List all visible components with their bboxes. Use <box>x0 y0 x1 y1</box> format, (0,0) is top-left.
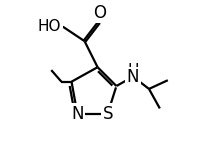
Text: H: H <box>127 63 139 78</box>
Text: S: S <box>103 105 113 122</box>
Text: HO: HO <box>38 19 61 34</box>
Text: N: N <box>71 105 84 122</box>
Text: O: O <box>93 4 106 22</box>
Text: N: N <box>127 68 139 86</box>
